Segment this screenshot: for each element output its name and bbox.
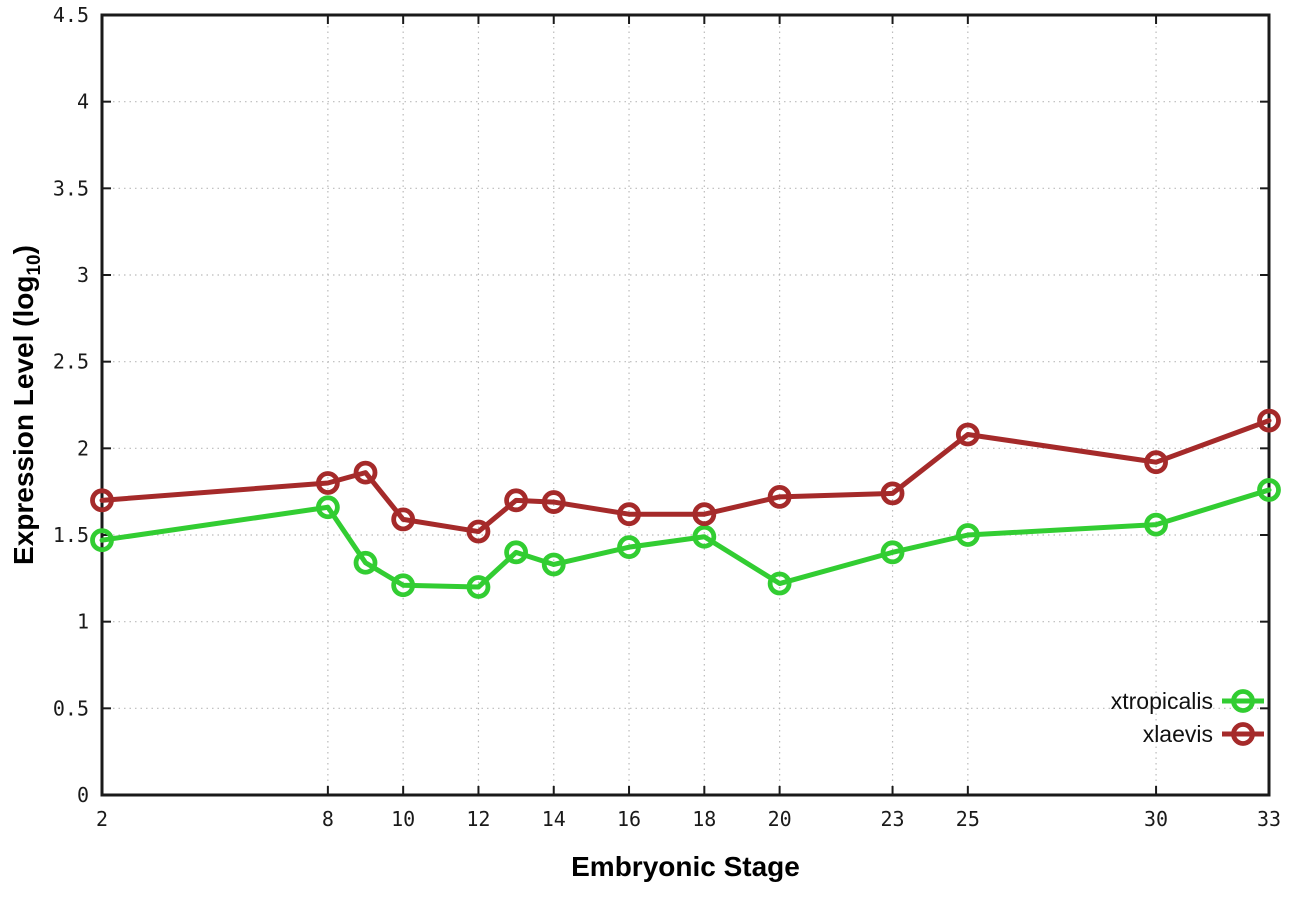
y-tick-label-2: 2 xyxy=(77,436,89,460)
data-point-xlaevis-16 xyxy=(617,502,641,527)
x-axis-title: Embryonic Stage xyxy=(571,851,800,882)
legend-marker-xlaevis xyxy=(1231,722,1255,746)
legend-marker-xtropicalis xyxy=(1231,689,1255,713)
data-point-xlaevis-9 xyxy=(353,460,378,485)
x-tick-label-20: 20 xyxy=(768,807,792,831)
data-point-xlaevis-25 xyxy=(955,422,980,447)
x-tick-label-33: 33 xyxy=(1257,807,1281,831)
data-point-xtropicalis-33 xyxy=(1257,478,1281,502)
y-tick-label-3: 3 xyxy=(77,263,89,287)
legend-label-xtropicalis: xtropicalis xyxy=(1111,688,1213,714)
data-point-xtropicalis-23 xyxy=(880,540,905,565)
data-point-xlaevis-14 xyxy=(541,490,566,514)
data-point-xtropicalis-10 xyxy=(391,573,416,598)
data-point-xlaevis-2 xyxy=(90,488,114,513)
y-tick-label-3.5: 3.5 xyxy=(53,176,89,200)
y-tick-label-0: 0 xyxy=(77,783,89,807)
legend-label-xlaevis: xlaevis xyxy=(1143,721,1213,747)
x-tick-label-14: 14 xyxy=(542,807,566,831)
data-point-xtropicalis-12 xyxy=(466,575,491,599)
x-tick-label-23: 23 xyxy=(881,807,905,831)
data-point-xtropicalis-18 xyxy=(692,524,717,549)
y-axis-title-suffix: ) xyxy=(8,245,40,255)
data-point-xtropicalis-8 xyxy=(315,495,340,520)
data-point-xlaevis-13 xyxy=(504,488,528,513)
y-axis-title-subscript: 10 xyxy=(23,254,45,276)
data-point-xlaevis-10 xyxy=(391,507,416,532)
x-tick-label-16: 16 xyxy=(617,807,641,831)
y-tick-label-4.5: 4.5 xyxy=(53,3,89,27)
y-axis-title: Expression Level (log10) xyxy=(8,245,46,565)
x-tick-label-12: 12 xyxy=(466,807,490,831)
data-point-xlaevis-12 xyxy=(466,519,491,544)
data-point-xtropicalis-30 xyxy=(1144,512,1168,537)
data-point-xtropicalis-14 xyxy=(541,552,566,577)
data-point-xlaevis-18 xyxy=(692,502,717,527)
data-point-xlaevis-30 xyxy=(1144,450,1168,475)
data-point-xtropicalis-2 xyxy=(90,528,114,553)
data-point-xtropicalis-13 xyxy=(504,540,528,565)
data-point-xlaevis-20 xyxy=(767,484,792,509)
data-point-xlaevis-33 xyxy=(1257,408,1281,433)
series-line-xtropicalis xyxy=(99,487,1272,590)
data-point-xtropicalis-9 xyxy=(353,550,378,575)
y-tick-label-1.5: 1.5 xyxy=(53,523,89,547)
y-tick-label-1: 1 xyxy=(77,610,89,634)
x-tick-label-18: 18 xyxy=(692,807,716,831)
plot-border xyxy=(100,13,1271,797)
y-tick-label-2.5: 2.5 xyxy=(53,350,89,374)
data-point-xtropicalis-20 xyxy=(767,571,792,596)
data-point-xtropicalis-16 xyxy=(617,535,641,560)
data-point-xlaevis-8 xyxy=(315,471,340,495)
x-tick-label-8: 8 xyxy=(322,807,334,831)
x-tick-label-10: 10 xyxy=(391,807,415,831)
data-point-xtropicalis-25 xyxy=(955,523,980,547)
y-tick-label-0.5: 0.5 xyxy=(53,696,89,720)
data-point-xlaevis-23 xyxy=(880,481,905,506)
x-tick-label-25: 25 xyxy=(956,807,980,831)
x-tick-label-30: 30 xyxy=(1144,807,1168,831)
y-tick-label-4: 4 xyxy=(77,90,89,114)
x-tick-label-2: 2 xyxy=(96,807,108,831)
y-axis-title-text: Expression Level (log xyxy=(8,275,40,565)
